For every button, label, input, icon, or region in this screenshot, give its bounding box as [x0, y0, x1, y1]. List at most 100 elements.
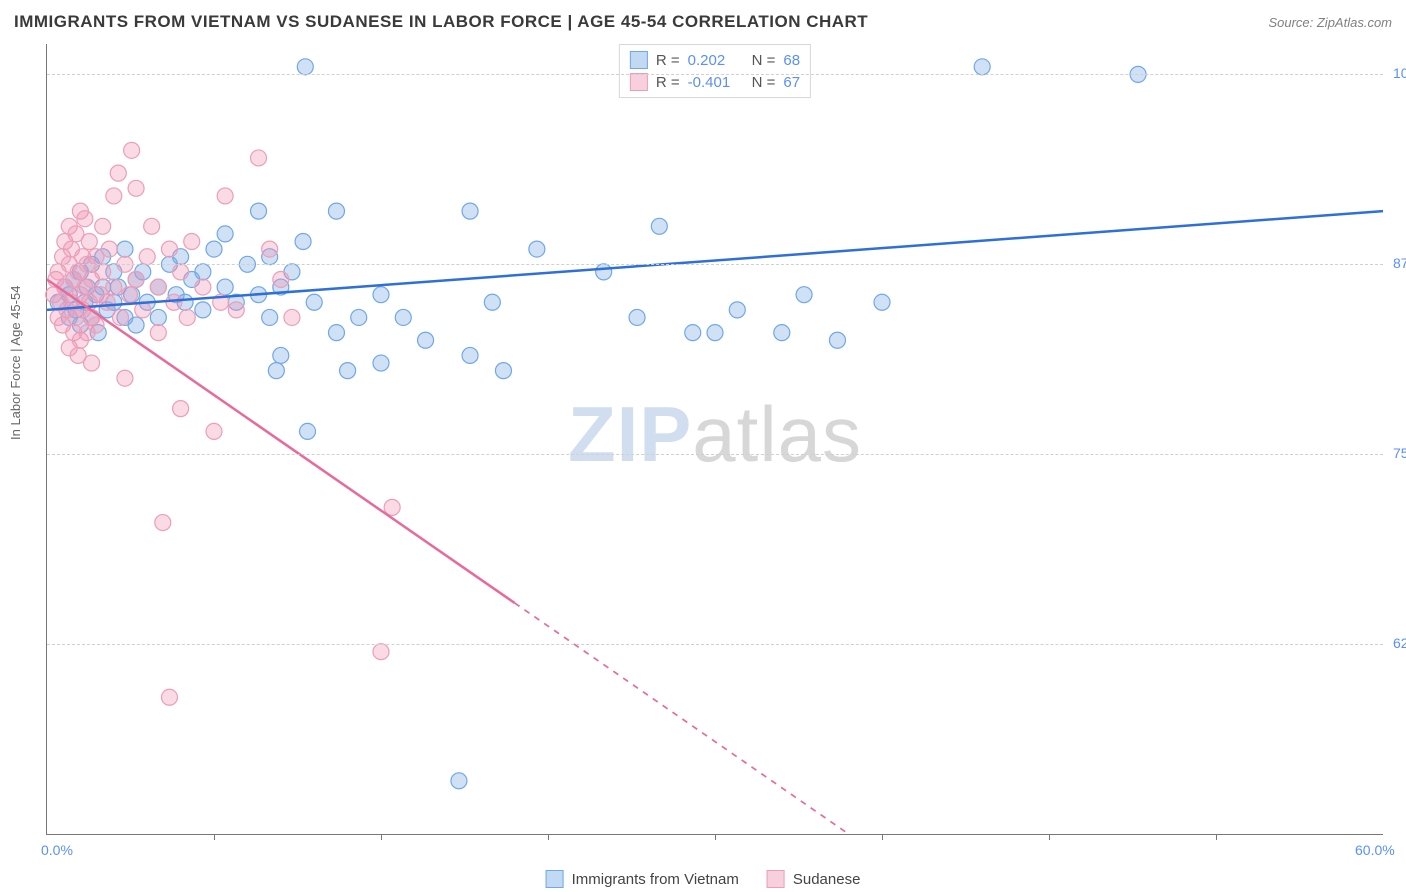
legend-correlation: R =0.202N =68R =-0.401N =67 [619, 44, 811, 98]
data-point [206, 423, 222, 439]
data-point [373, 644, 389, 660]
data-point [351, 309, 367, 325]
data-point [418, 332, 434, 348]
data-point [974, 59, 990, 75]
data-point [462, 347, 478, 363]
trend-line [47, 279, 515, 602]
legend-series: Immigrants from Vietnam Sudanese [546, 870, 861, 888]
data-point [81, 234, 97, 250]
r-label: R = [656, 52, 680, 69]
x-tick [1216, 834, 1217, 840]
data-point [251, 203, 267, 219]
data-point [495, 363, 511, 379]
data-point [268, 363, 284, 379]
legend-swatch [767, 870, 785, 888]
data-point [217, 188, 233, 204]
data-point [306, 294, 322, 310]
data-point [173, 264, 189, 280]
x-tick [381, 834, 382, 840]
data-point [110, 165, 126, 181]
data-point [77, 211, 93, 227]
data-point [217, 279, 233, 295]
data-point [796, 287, 812, 303]
data-point [184, 234, 200, 250]
data-point [295, 234, 311, 250]
n-label: N = [752, 74, 776, 91]
data-point [179, 309, 195, 325]
data-point [128, 271, 144, 287]
n-value: 67 [783, 74, 800, 91]
data-point [462, 203, 478, 219]
data-point [101, 241, 117, 257]
title-bar: IMMIGRANTS FROM VIETNAM VS SUDANESE IN L… [14, 12, 1392, 32]
legend-series-item: Immigrants from Vietnam [546, 870, 739, 888]
data-point [166, 294, 182, 310]
data-point [117, 370, 133, 386]
data-point [206, 241, 222, 257]
legend-series-item: Sudanese [767, 870, 861, 888]
data-point [128, 317, 144, 333]
data-point [217, 226, 233, 242]
data-point [95, 218, 111, 234]
data-point [150, 279, 166, 295]
y-tick-label: 100.0% [1385, 65, 1406, 81]
data-point [373, 287, 389, 303]
data-point [99, 294, 115, 310]
data-point [128, 180, 144, 196]
data-point [150, 309, 166, 325]
data-point [106, 188, 122, 204]
x-tick [548, 834, 549, 840]
x-tick [1049, 834, 1050, 840]
x-tick-label: 0.0% [41, 842, 73, 858]
data-point [195, 302, 211, 318]
gridline-h [47, 454, 1383, 455]
gridline-h [47, 74, 1383, 75]
trend-line-extrapolated [515, 603, 849, 834]
legend-swatch [630, 73, 648, 91]
data-point [195, 264, 211, 280]
legend-series-label: Sudanese [793, 871, 861, 888]
gridline-h [47, 644, 1383, 645]
r-label: R = [656, 74, 680, 91]
data-point [139, 249, 155, 265]
data-point [300, 423, 316, 439]
source-label: Source: ZipAtlas.com [1268, 15, 1392, 30]
data-point [155, 515, 171, 531]
data-point [829, 332, 845, 348]
legend-correlation-row: R =0.202N =68 [630, 49, 800, 71]
data-point [328, 325, 344, 341]
x-tick [715, 834, 716, 840]
data-point [262, 309, 278, 325]
data-point [228, 302, 244, 318]
y-axis-label: In Labor Force | Age 45-54 [8, 286, 23, 440]
data-point [273, 347, 289, 363]
n-label: N = [752, 52, 776, 69]
data-point [685, 325, 701, 341]
x-tick-label: 60.0% [1355, 842, 1395, 858]
data-point [373, 355, 389, 371]
data-point [144, 218, 160, 234]
data-point [629, 309, 645, 325]
data-point [729, 302, 745, 318]
data-point [328, 203, 344, 219]
y-tick-label: 62.5% [1385, 635, 1406, 651]
data-point [340, 363, 356, 379]
data-point [874, 294, 890, 310]
data-point [297, 59, 313, 75]
y-tick-label: 87.5% [1385, 255, 1406, 271]
data-point [774, 325, 790, 341]
data-point [451, 773, 467, 789]
data-point [121, 287, 137, 303]
data-point [84, 355, 100, 371]
r-value: 0.202 [688, 52, 744, 69]
data-point [273, 271, 289, 287]
data-point [88, 317, 104, 333]
legend-swatch [630, 51, 648, 69]
data-point [112, 309, 128, 325]
data-point [251, 150, 267, 166]
data-point [124, 142, 140, 158]
data-point [262, 241, 278, 257]
data-point [707, 325, 723, 341]
data-point [484, 294, 500, 310]
y-tick-label: 75.0% [1385, 445, 1406, 461]
